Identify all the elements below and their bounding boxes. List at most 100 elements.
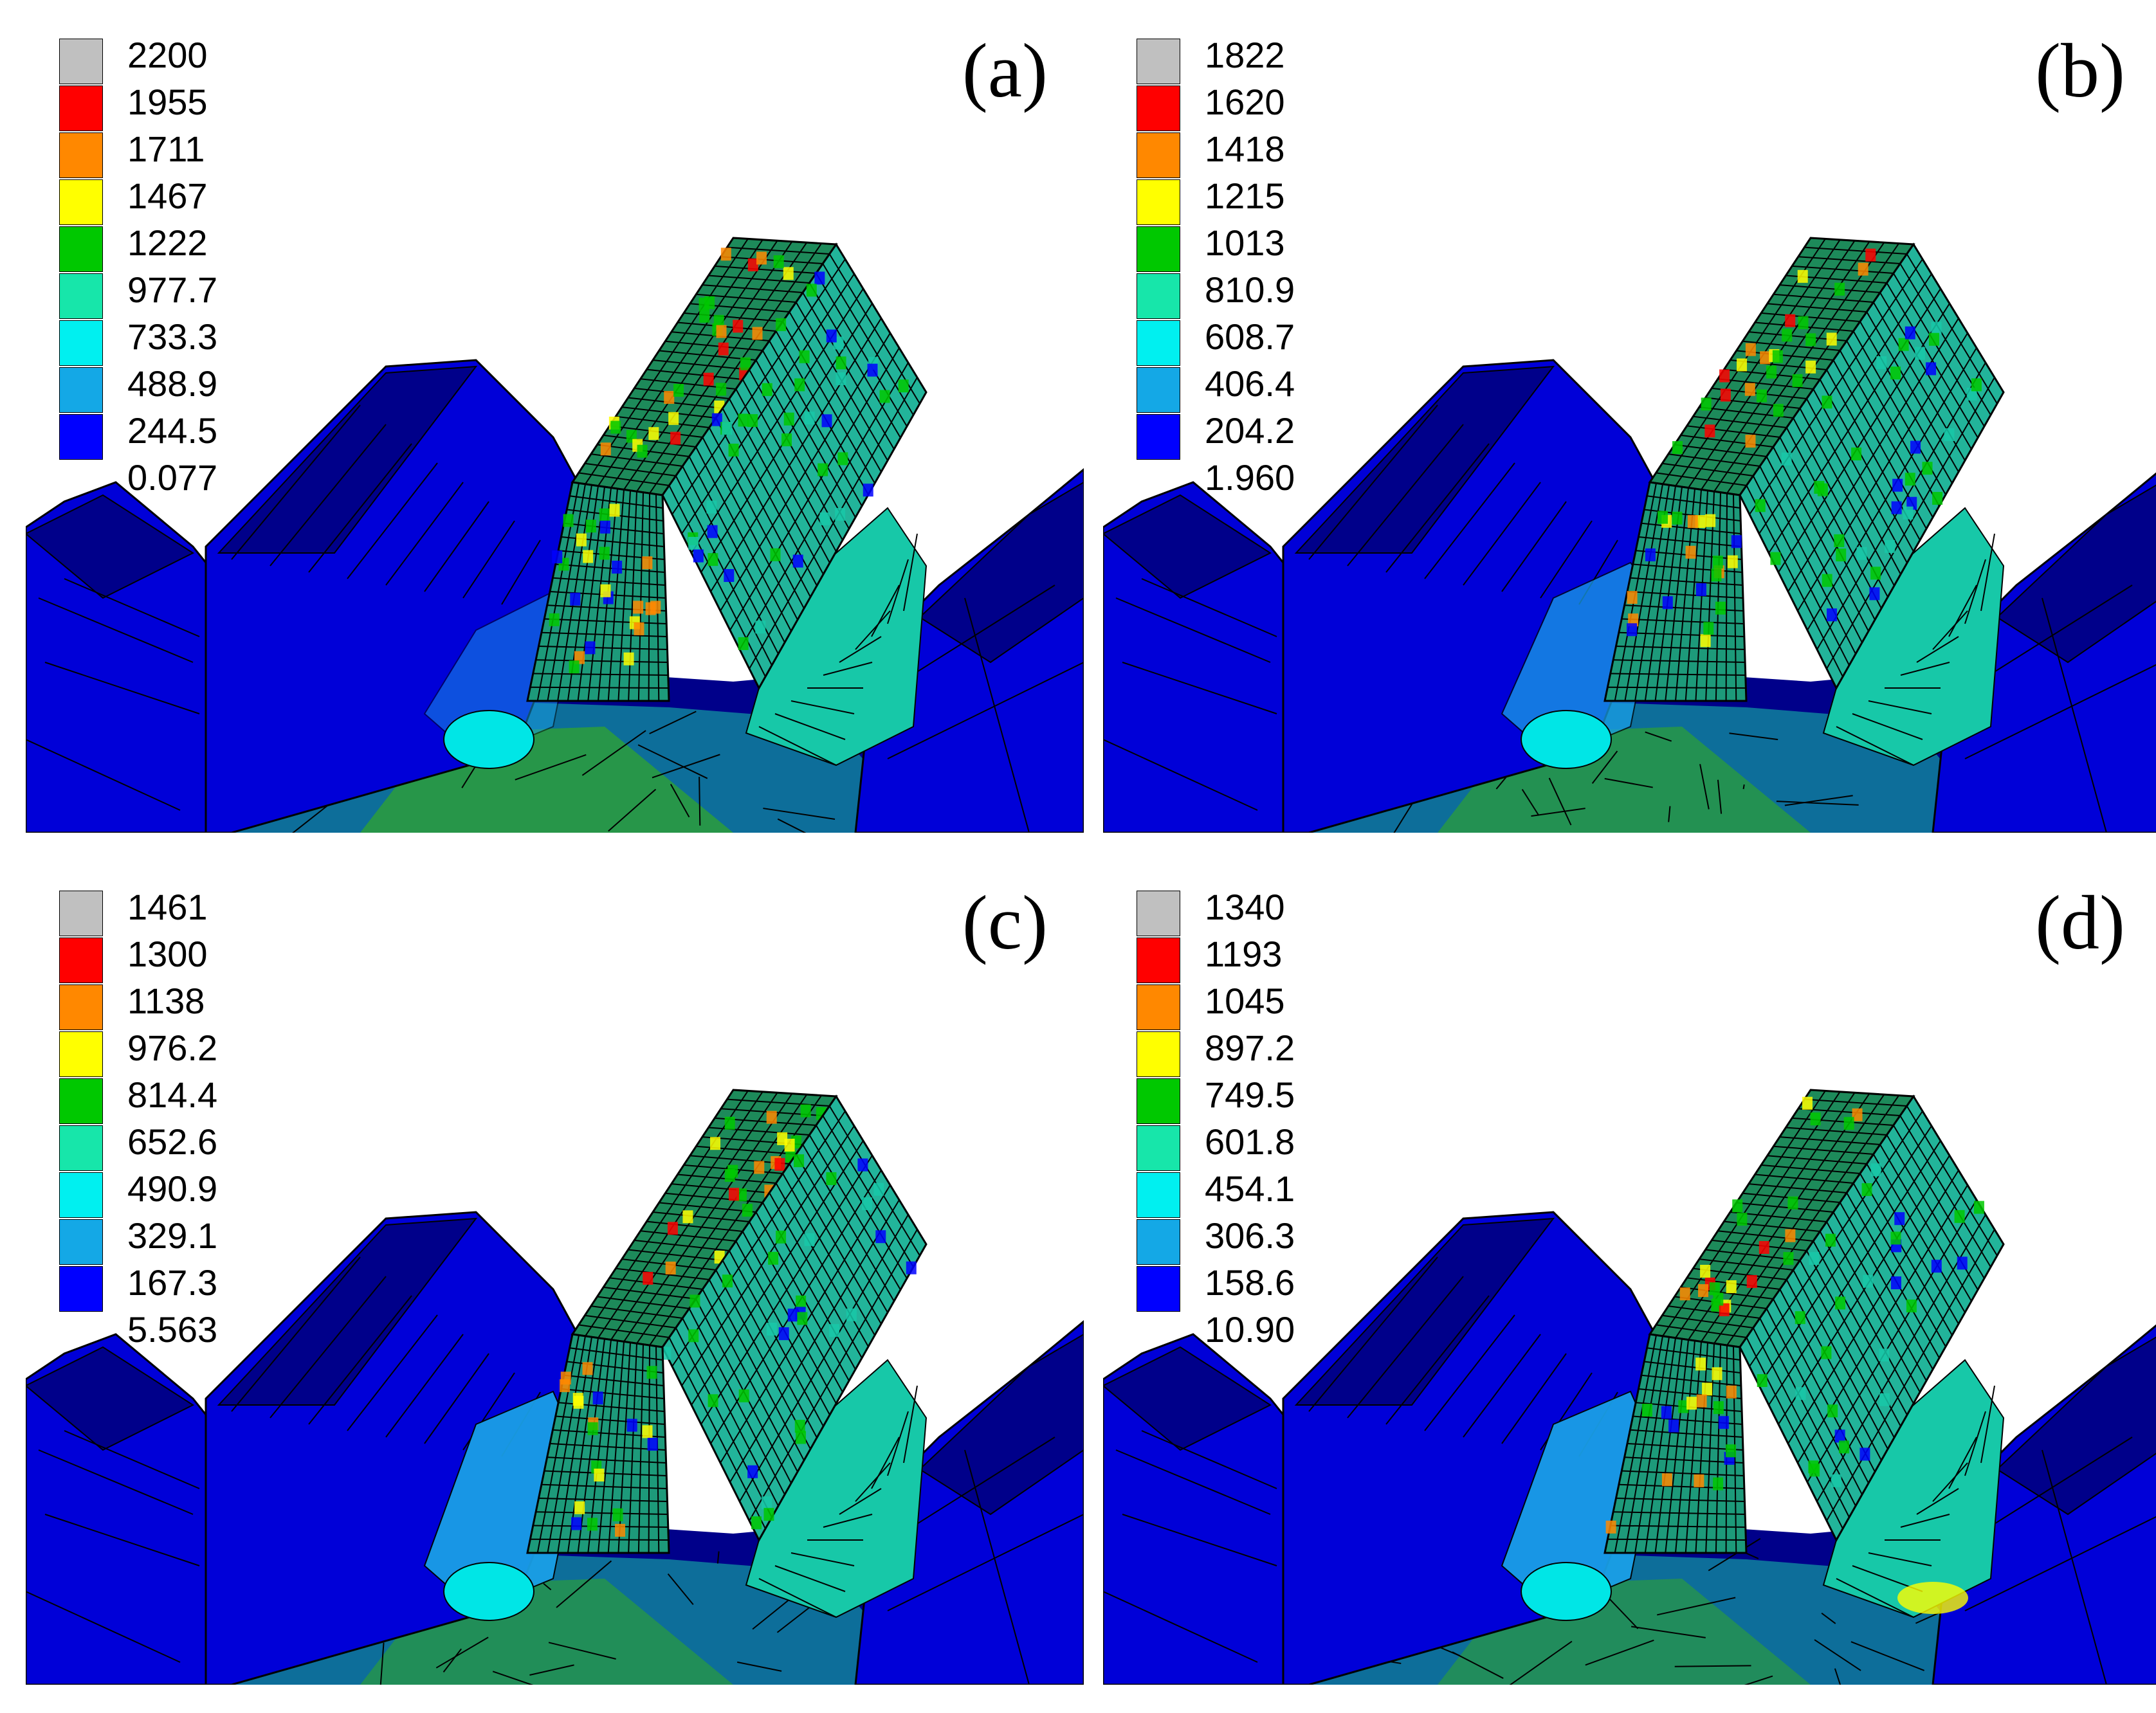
engaged-tooth xyxy=(526,237,927,766)
stress-hotspot xyxy=(587,1518,598,1531)
legend-tick-label: 897.2 xyxy=(1205,1028,1295,1068)
stress-hotspot xyxy=(867,363,878,377)
stress-hotspot xyxy=(569,660,580,674)
stress-hotspot xyxy=(574,1501,585,1514)
stress-hotspot xyxy=(804,412,815,425)
stress-hotspot xyxy=(1745,343,1756,356)
stress-hotspot xyxy=(1783,1252,1794,1265)
legend-tick-label: 652.6 xyxy=(127,1121,218,1162)
legend-swatch xyxy=(59,132,103,178)
stress-hotspot xyxy=(1713,1401,1724,1415)
stress-hotspot xyxy=(703,372,714,386)
stress-hotspot xyxy=(665,1262,676,1275)
stress-hotspot xyxy=(1817,483,1828,496)
engaged-tooth xyxy=(1603,237,2005,766)
stress-hotspot xyxy=(794,1420,805,1433)
stress-hotspot xyxy=(836,372,846,386)
fem-contour-plot xyxy=(1103,1089,2156,1685)
stress-hotspot xyxy=(787,1309,798,1322)
stress-hotspot xyxy=(799,350,810,363)
stress-hotspot xyxy=(1759,1240,1769,1254)
stress-hotspot xyxy=(1726,1444,1737,1458)
stress-hotspot xyxy=(1687,515,1698,529)
stress-hotspot xyxy=(1905,473,1915,486)
stress-hotspot xyxy=(1727,555,1738,568)
legend-tick-label: 733.3 xyxy=(127,316,218,357)
root-fillet xyxy=(443,710,534,769)
stress-hotspot xyxy=(766,1110,777,1124)
legend-tick-label: 1215 xyxy=(1205,176,1285,216)
stress-hotspot xyxy=(699,309,710,323)
stress-hotspot xyxy=(1782,329,1793,342)
legend-tick-label: 601.8 xyxy=(1205,1121,1295,1162)
legend-tick-label: 1955 xyxy=(127,82,208,122)
stress-hotspot xyxy=(752,327,763,340)
stress-hotspot xyxy=(667,1222,678,1235)
stress-hotspot xyxy=(773,255,784,268)
stress-hotspot xyxy=(821,414,832,428)
stress-hotspot xyxy=(836,356,846,370)
legend-swatch xyxy=(59,1266,103,1312)
legend-swatch xyxy=(59,938,103,983)
legend-tick-label: 204.2 xyxy=(1205,410,1295,451)
legend-tick-label: 158.6 xyxy=(1205,1262,1295,1303)
stress-hotspot xyxy=(1879,1393,1890,1406)
stress-hotspot xyxy=(1835,1296,1846,1310)
stress-hotspot xyxy=(724,1116,735,1130)
legend-tick-label: 490.9 xyxy=(127,1168,218,1209)
stress-hotspot xyxy=(626,1418,637,1432)
stress-hotspot xyxy=(1685,545,1696,559)
legend-swatch xyxy=(1137,984,1180,1030)
legend-tick-label: 329.1 xyxy=(127,1215,218,1256)
stress-hotspot xyxy=(570,592,581,606)
stress-hotspot xyxy=(796,1295,807,1309)
stress-hotspot xyxy=(829,1324,840,1337)
legend-tick-label: 454.1 xyxy=(1205,1168,1295,1209)
stress-hotspot xyxy=(1705,514,1716,527)
legend-swatch xyxy=(1137,1125,1180,1171)
stress-hotspot xyxy=(682,1210,693,1224)
fem-contour-plot xyxy=(26,237,1084,833)
stress-hotspot xyxy=(1627,591,1638,604)
stress-hotspot xyxy=(738,413,749,427)
stress-hotspot xyxy=(587,1422,598,1435)
stress-hotspot xyxy=(1701,397,1712,411)
tooth-top xyxy=(26,494,195,599)
legend-tick-label: 1340 xyxy=(1205,887,1285,927)
legend-swatch xyxy=(1137,938,1180,983)
stress-hotspot xyxy=(1719,369,1730,383)
stress-hotspot xyxy=(609,503,620,517)
stress-hotspot xyxy=(642,556,653,570)
stress-hotspot xyxy=(610,421,621,434)
panel-label: (b) xyxy=(2035,28,2125,113)
stress-hotspot xyxy=(1928,332,1939,346)
stress-hotspot xyxy=(863,484,873,497)
stress-hotspot xyxy=(794,1154,805,1168)
stress-hotspot xyxy=(1891,501,1902,514)
gear-tooth-left xyxy=(26,1333,220,1685)
stress-hotspot xyxy=(576,533,587,547)
stress-hotspot xyxy=(1954,1210,1965,1223)
stress-hotspot xyxy=(1712,1367,1722,1381)
stress-hotspot xyxy=(1858,262,1868,276)
stress-hotspot xyxy=(646,1366,657,1379)
stress-hotspot xyxy=(747,414,758,428)
stress-hotspot xyxy=(776,318,787,331)
stress-hotspot xyxy=(857,1158,868,1172)
stress-hotspot xyxy=(585,641,596,655)
stress-hotspot xyxy=(1839,1440,1850,1454)
stress-hotspot xyxy=(583,550,594,563)
stress-hotspot xyxy=(1834,282,1845,296)
stress-hotspot xyxy=(1922,462,1933,475)
stress-hotspot xyxy=(633,601,644,614)
legend-swatch xyxy=(1137,132,1180,178)
stress-hotspot xyxy=(1805,333,1816,347)
legend-swatch xyxy=(59,179,103,225)
stress-hotspot xyxy=(1700,634,1711,648)
stress-hotspot xyxy=(1798,316,1809,329)
stress-hotspot xyxy=(720,248,731,261)
stress-hotspot xyxy=(1785,1229,1796,1242)
legend-swatch xyxy=(59,39,103,84)
legend-swatch xyxy=(59,1219,103,1265)
legend-tick-label: 488.9 xyxy=(127,363,218,404)
